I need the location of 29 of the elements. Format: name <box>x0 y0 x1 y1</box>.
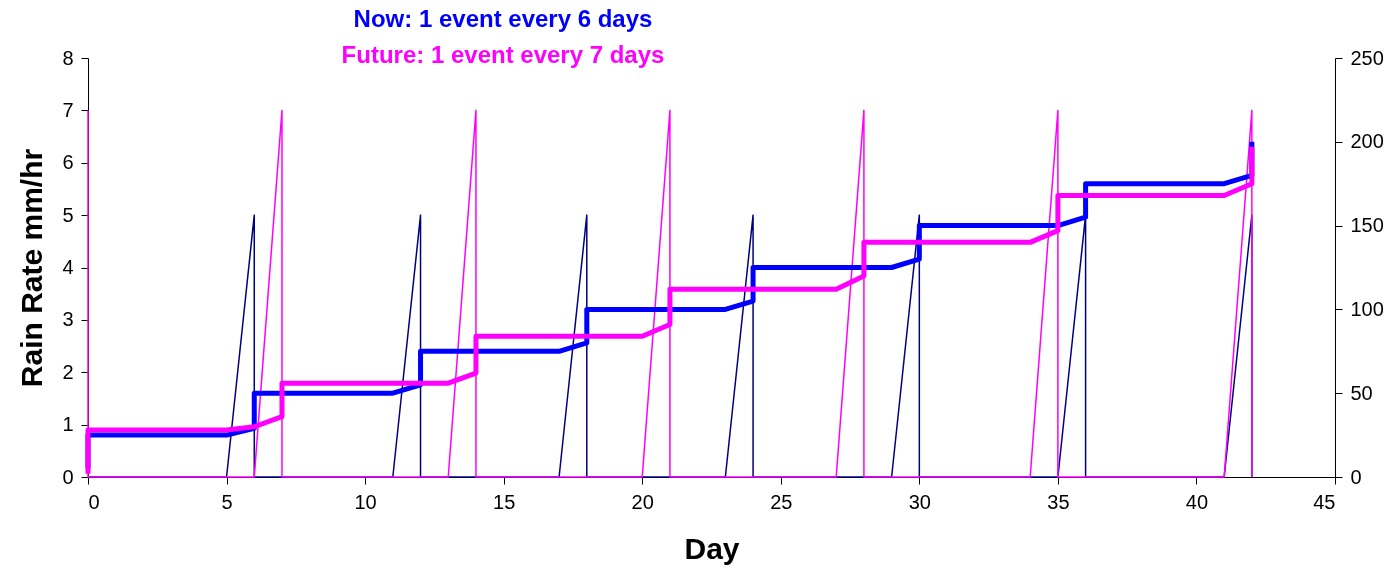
y-tick-label: 8 <box>62 46 74 69</box>
x-tick-label: 15 <box>493 490 516 513</box>
x-tick-label: 35 <box>1047 490 1070 513</box>
y2-tick-label: 50 <box>1350 381 1373 404</box>
x-tick-label: 45 <box>1313 490 1336 513</box>
x-axis-title: Day <box>684 531 740 565</box>
x-tick-label: 10 <box>354 490 377 513</box>
y-axis-title: Rain Rate mm/hr <box>15 148 49 388</box>
text: Future: 1 event every 7 days <box>341 41 665 68</box>
y2-tick-label: 0 <box>1350 465 1362 488</box>
y-tick-label: 5 <box>62 203 74 226</box>
y2-tick-label: 100 <box>1350 297 1384 320</box>
y2-tick-label: 150 <box>1350 214 1384 237</box>
y2-tick-label: 200 <box>1350 130 1384 153</box>
x-tick-label: 5 <box>221 490 233 513</box>
x-tick-label: 0 <box>88 490 100 513</box>
y-tick-label: 6 <box>62 151 74 174</box>
x-tick-label: 40 <box>1185 490 1209 513</box>
x-tick-label: 25 <box>770 490 793 513</box>
text: Now: 1 event every 6 days <box>353 5 653 32</box>
x-tick-label: 20 <box>631 490 654 513</box>
y-tick-label: 0 <box>62 465 74 488</box>
x-tick-label: 30 <box>908 490 931 513</box>
y2-tick-label: 250 <box>1350 46 1384 69</box>
y-tick-label: 3 <box>62 308 74 331</box>
y-tick-label: 4 <box>62 256 74 278</box>
y-tick-label: 2 <box>62 360 74 383</box>
y-tick-label: 1 <box>62 413 74 436</box>
y-tick-label: 7 <box>62 98 74 121</box>
